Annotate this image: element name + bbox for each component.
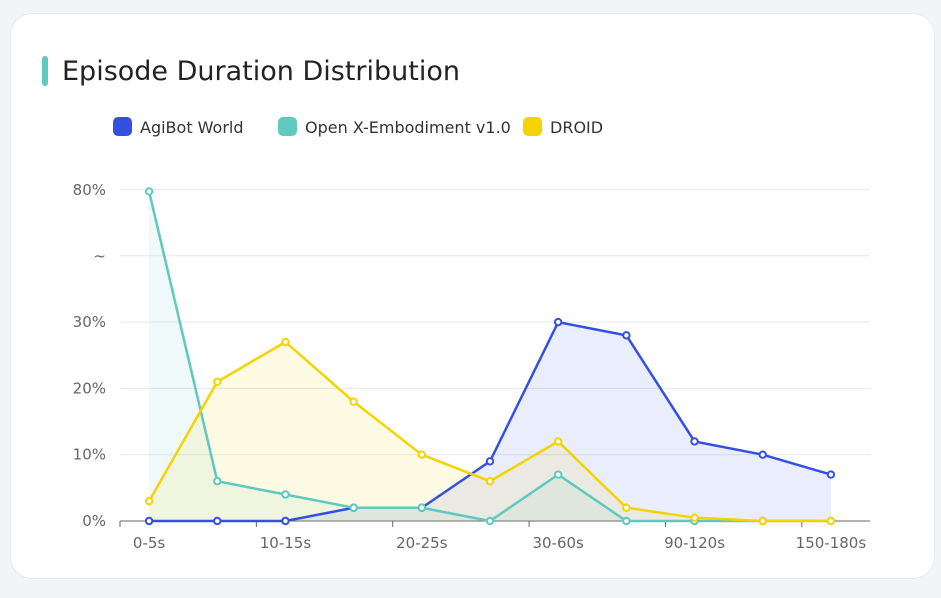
x-tick-label: 10-15s [260, 534, 312, 552]
legend-label: DROID [550, 118, 603, 137]
legend-swatch [278, 117, 297, 136]
data-point[interactable] [485, 477, 495, 486]
y-tick-label: 10% [73, 446, 106, 464]
data-point[interactable] [349, 503, 358, 512]
x-tick-label: 90-120s [664, 534, 725, 552]
x-tick-label: 20-25s [396, 534, 448, 552]
data-point[interactable] [281, 516, 290, 526]
data-point[interactable] [281, 337, 290, 347]
data-point[interactable] [826, 470, 836, 479]
data-point[interactable] [144, 516, 154, 526]
title-accent-bar [42, 56, 48, 86]
series-area-1 [149, 191, 831, 521]
legend-swatch [523, 117, 542, 136]
x-tick-label: 30-60s [532, 534, 584, 552]
data-point[interactable] [281, 490, 290, 499]
legend-item[interactable]: DROID [523, 117, 603, 137]
chart-card [10, 13, 935, 579]
legend-swatch [113, 117, 132, 136]
series-area-2 [149, 341, 831, 521]
y-tick-label: 0% [82, 512, 106, 530]
data-point[interactable] [553, 470, 563, 479]
data-point[interactable] [553, 437, 563, 446]
data-point[interactable] [622, 503, 631, 512]
data-point[interactable] [144, 187, 154, 196]
data-point[interactable] [417, 503, 427, 512]
data-point[interactable] [826, 516, 836, 526]
data-point[interactable] [622, 516, 631, 526]
data-point[interactable] [622, 331, 631, 340]
data-point[interactable] [417, 450, 427, 459]
data-point[interactable] [690, 437, 699, 446]
data-point[interactable] [213, 516, 222, 526]
x-tick-label: 150-180s [796, 534, 867, 552]
data-point[interactable] [553, 317, 563, 327]
series-area-0 [149, 322, 831, 521]
legend-label: Open X-Embodiment v1.0 [305, 118, 511, 137]
data-point[interactable] [213, 477, 222, 486]
legend-item[interactable]: Open X-Embodiment v1.0 [278, 117, 511, 137]
y-tick-label: ~ [93, 247, 106, 265]
data-point[interactable] [690, 513, 699, 522]
data-point[interactable] [485, 457, 495, 466]
chart-title: Episode Duration Distribution [42, 55, 460, 87]
legend-item[interactable]: AgiBot World [113, 117, 244, 137]
legend-label: AgiBot World [140, 118, 244, 137]
y-tick-label: 20% [73, 379, 106, 397]
y-tick-label: 30% [73, 313, 106, 331]
data-point[interactable] [144, 496, 154, 506]
data-point[interactable] [485, 516, 495, 526]
data-point[interactable] [213, 377, 222, 386]
data-point[interactable] [758, 450, 767, 459]
chart-title-text: Episode Duration Distribution [62, 55, 460, 87]
data-point[interactable] [758, 516, 767, 526]
y-tick-label: 80% [73, 181, 106, 199]
data-point[interactable] [349, 397, 358, 406]
x-tick-label: 0-5s [133, 534, 165, 552]
